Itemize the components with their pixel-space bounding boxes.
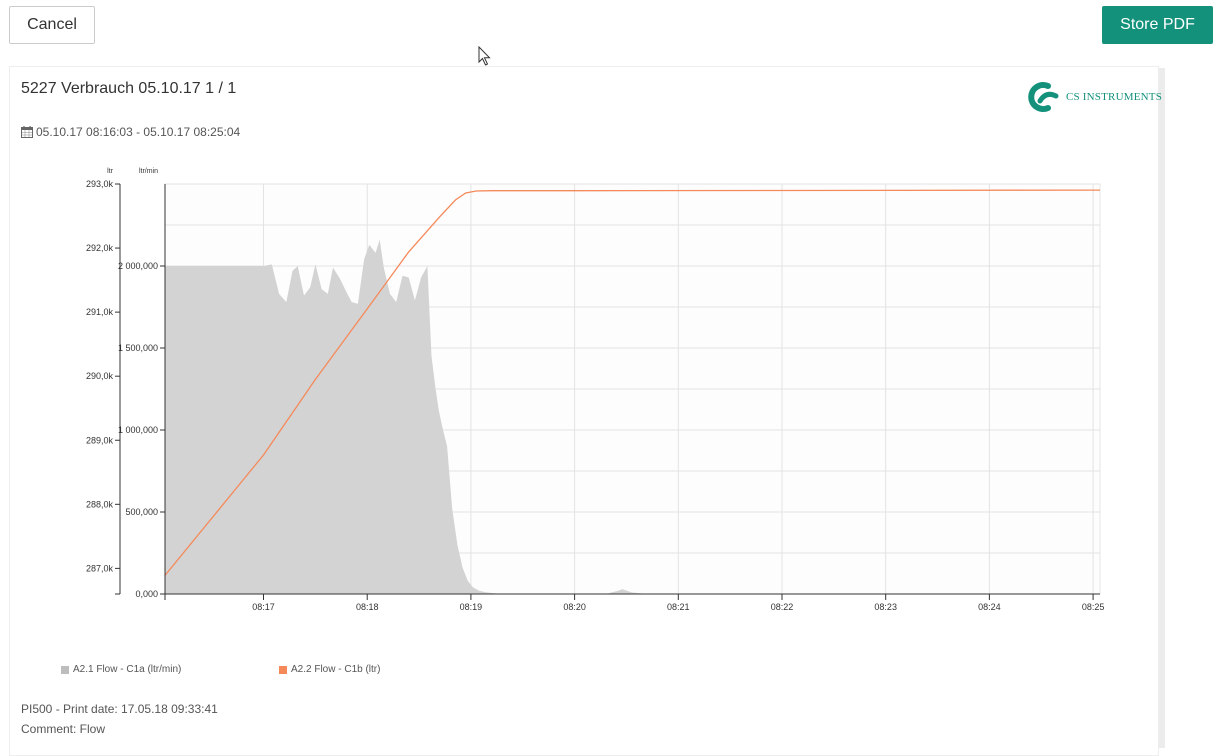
date-range-text: 05.10.17 08:16:03 - 05.10.17 08:25:04	[36, 125, 241, 139]
legend-item-flow-c1a: A2.1 Flow - C1a (ltr/min)	[61, 664, 181, 675]
panel-scroll-shadow	[1159, 68, 1165, 748]
logo-text: CS INSTRUMENTS	[1066, 91, 1163, 103]
y-inner-tick-label: 1 000,000	[118, 425, 158, 435]
x-tick-label: 08:20	[563, 602, 586, 612]
cancel-button[interactable]: Cancel	[9, 6, 95, 44]
series-flow-c1a-area	[165, 239, 1100, 595]
x-tick-label: 08:24	[978, 602, 1001, 612]
legend-item-flow-c1b: A2.2 Flow - C1b (ltr)	[279, 664, 380, 675]
x-tick-label: 08:21	[667, 602, 690, 612]
x-tick-label: 08:17	[252, 602, 275, 612]
y-outer-tick-label: 290,0k	[86, 371, 114, 381]
y-outer-tick-label: 292,0k	[86, 243, 114, 253]
legend-swatch-flow-c1b	[279, 665, 287, 674]
x-tick-label: 08:23	[874, 602, 897, 612]
y-outer-tick-label: 288,0k	[86, 499, 114, 509]
comment-text: Comment: Flow	[21, 722, 106, 736]
x-tick-label: 08:25	[1082, 602, 1105, 612]
y-inner-tick-label: 0,000	[135, 589, 158, 599]
mouse-cursor-icon	[478, 46, 491, 66]
legend-label-flow-c1b: A2.2 Flow - C1b (ltr)	[291, 664, 381, 675]
y-outer-unit-label: ltr	[107, 168, 114, 175]
y-outer-tick-label: 289,0k	[86, 435, 114, 445]
series-flow-c1b-line	[164, 189, 1101, 576]
legend-swatch-flow-c1a	[61, 665, 69, 674]
y-inner-tick-label: 500,000	[125, 507, 158, 517]
report-title: 5227 Verbrauch 05.10.17 1 / 1	[21, 80, 237, 97]
y-outer-tick-label: 291,0k	[86, 307, 114, 317]
date-range: 05.10.17 08:16:03 - 05.10.17 08:25:04	[21, 125, 240, 139]
legend-label-flow-c1a: A2.1 Flow - C1a (ltr/min)	[73, 664, 182, 675]
x-tick-label: 08:18	[356, 602, 379, 612]
x-tick-label: 08:19	[460, 602, 483, 612]
cs-logo-icon	[1028, 82, 1059, 112]
y-outer-tick-label: 293,0k	[86, 179, 114, 189]
y-outer-tick-label: 287,0k	[86, 563, 114, 573]
y-inner-tick-label: 2 000,000	[118, 261, 158, 271]
flow-chart: 08:17 08:18 08:19 08:20 08:21 08:22 08:23 08:24…	[86, 168, 1105, 612]
x-tick-label: 08:22	[771, 602, 794, 612]
y-inner-unit-label: ltr/min	[139, 168, 158, 175]
y-inner-tick-label: 1 500,000	[118, 343, 158, 353]
calendar-icon	[21, 126, 33, 138]
cs-instruments-logo: CS INSTRUMENTS	[1026, 80, 1162, 114]
print-info: PI500 - Print date: 17.05.18 09:33:41	[21, 702, 218, 716]
store-pdf-button[interactable]: Store PDF	[1102, 6, 1213, 44]
